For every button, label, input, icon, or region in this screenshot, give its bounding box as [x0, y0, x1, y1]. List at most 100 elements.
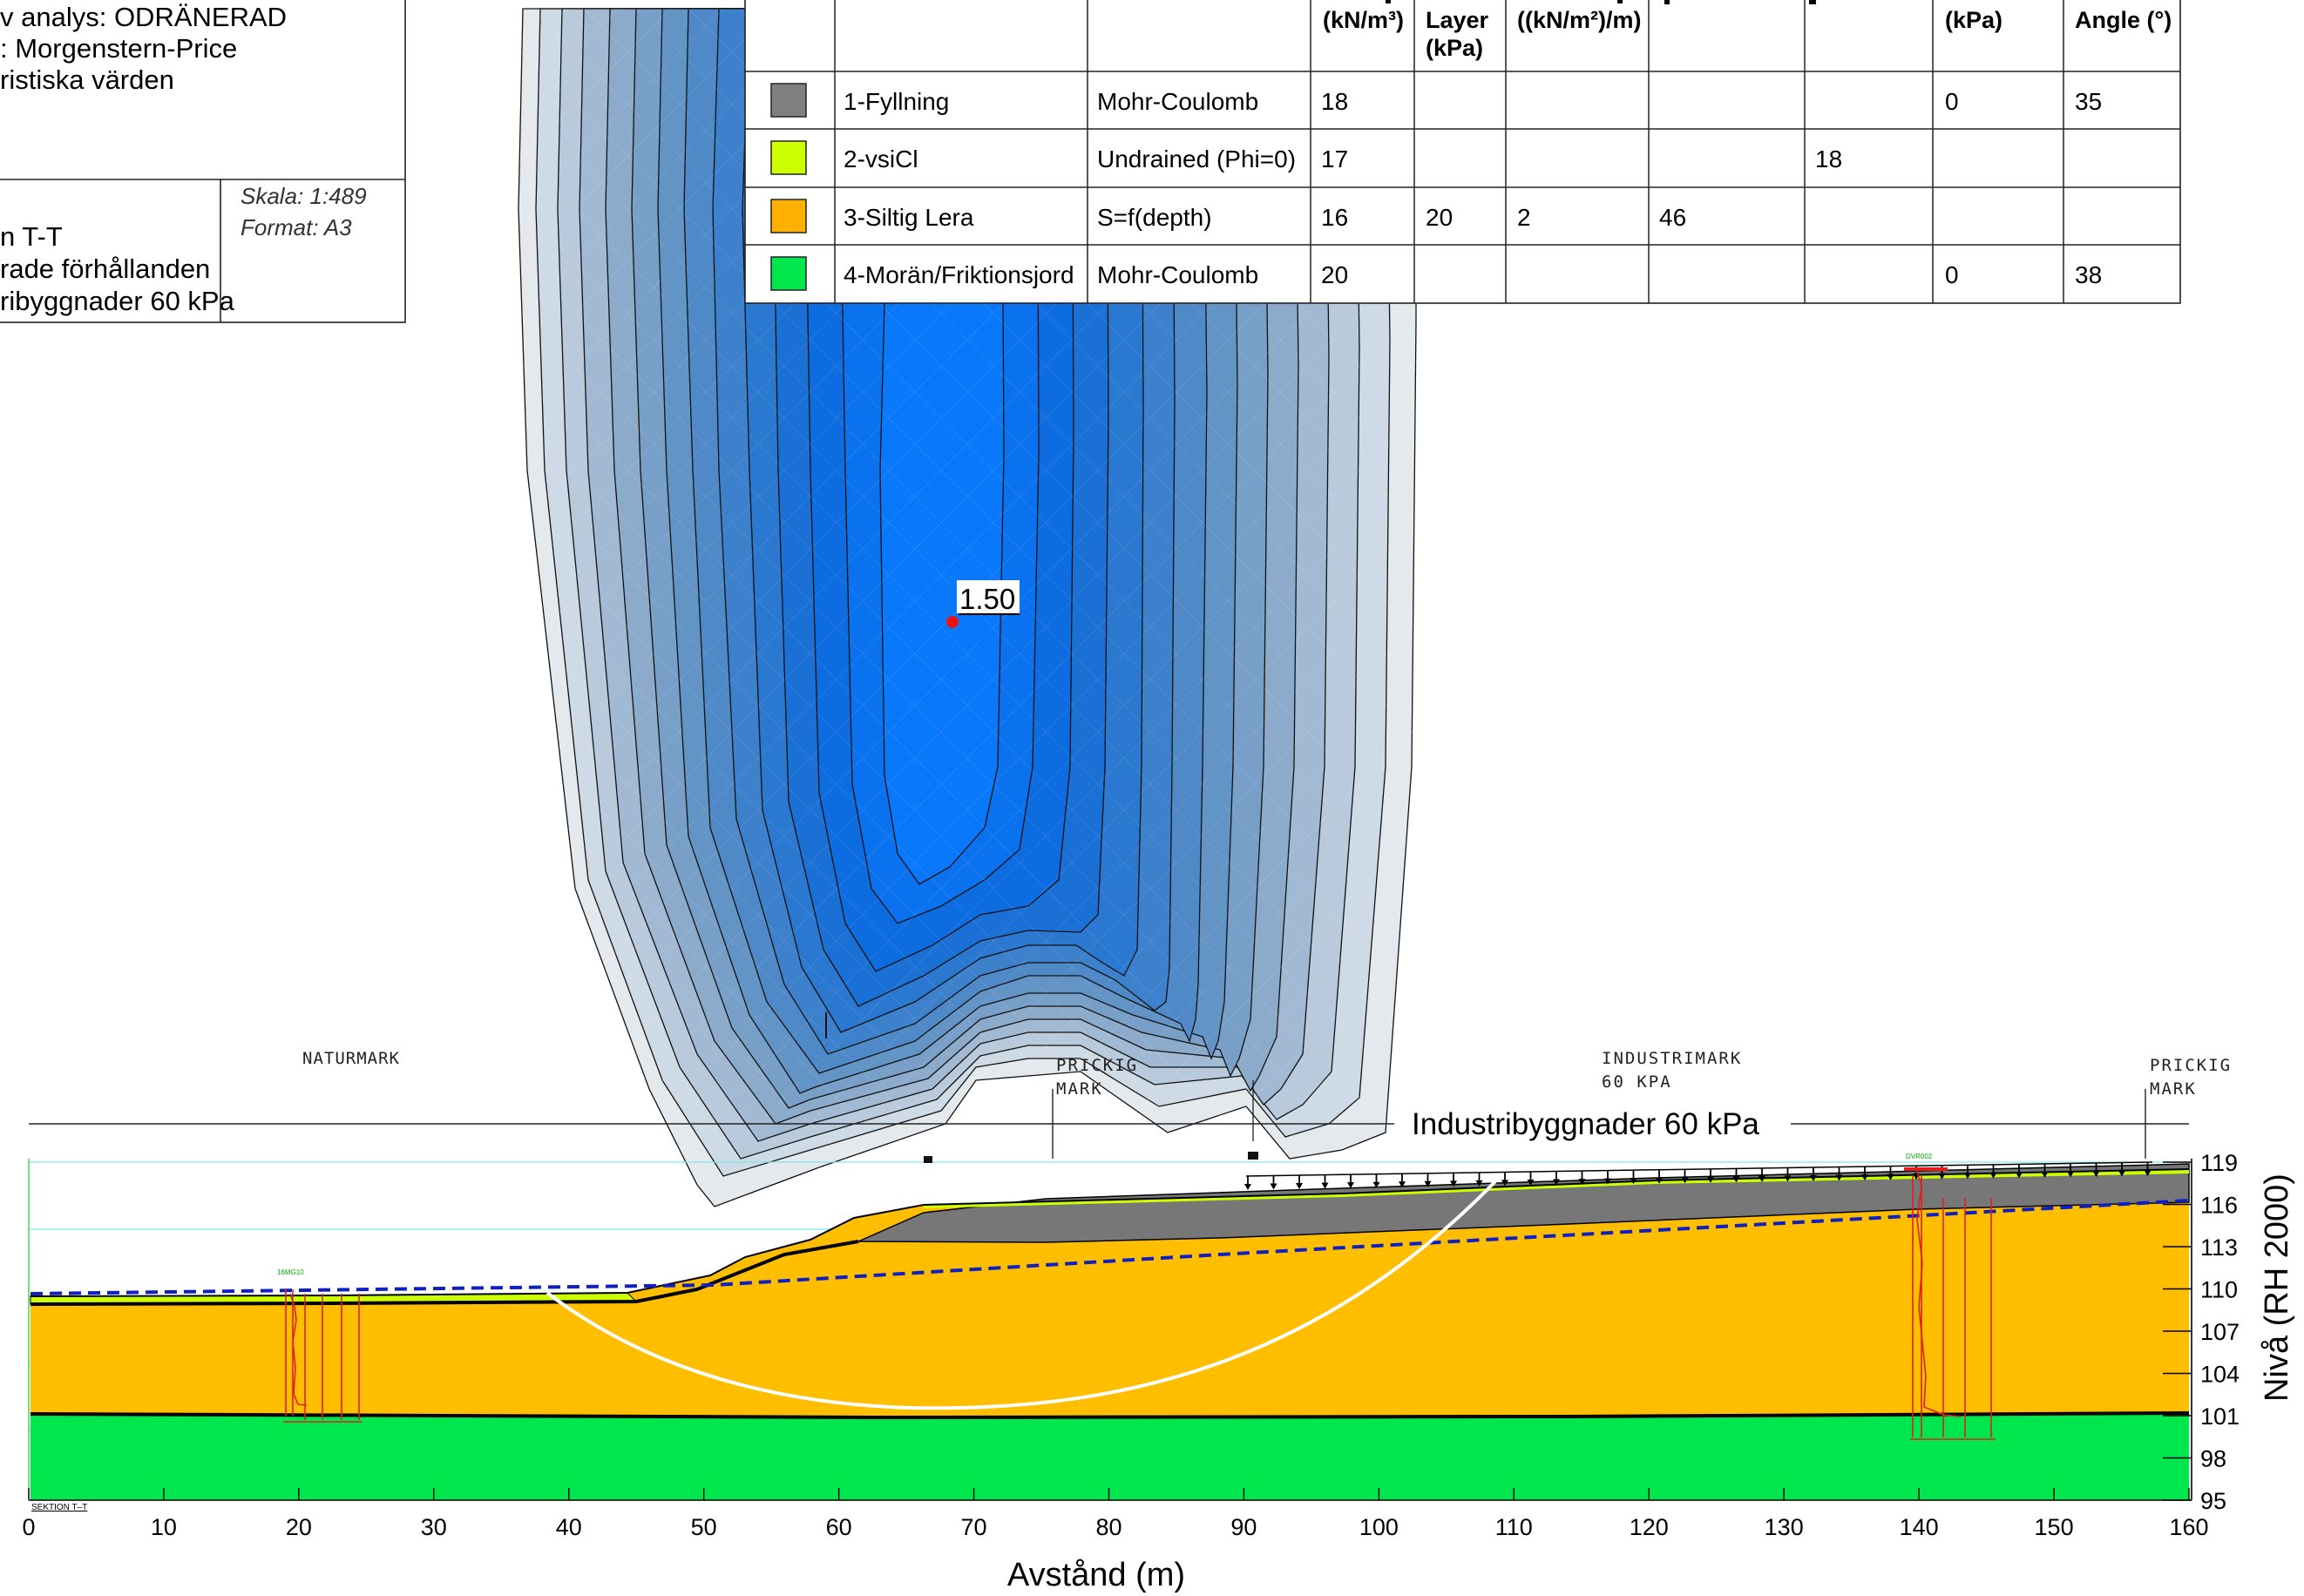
y-tick-label: 101 — [2200, 1403, 2240, 1430]
load-arrow-head — [1604, 1178, 1611, 1185]
load-arrow-head — [1321, 1182, 1329, 1189]
svg-text:DVR002: DVR002 — [1906, 1153, 1933, 1160]
load-arrow-head — [2067, 1171, 2074, 1178]
y-axis-title: Nivå (RH 2000) — [2259, 1173, 2295, 1402]
x-axis-title: Avstånd (m) — [1007, 1557, 1185, 1593]
x-tick-label: 30 — [421, 1514, 447, 1540]
x-tick-label: 150 — [2035, 1514, 2074, 1540]
factor-of-safety-marker: 1.50 — [946, 580, 1020, 628]
material-cell-cu: 18 — [1815, 145, 1842, 172]
x-axis-ticks: 0 10 20 30 40 50 60 70 80 90 100 110 120 130 140 150 160 — [22, 1488, 2209, 1540]
material-cell-phi: 38 — [2075, 261, 2102, 288]
material-cell-model: Undrained (Phi=0) — [1097, 145, 1296, 172]
load-arrow-head — [1835, 1174, 1843, 1181]
prickig-mark-2-line1: PRICKIG — [2150, 1056, 2232, 1075]
analysis-type-line: v analys: ODRÄNERAD — [0, 2, 287, 32]
material-cell-phi: 35 — [2075, 88, 2102, 115]
load-arrow-head — [2016, 1172, 2023, 1179]
drawing-scale: Skala: 1:489 — [241, 183, 367, 209]
load-arrow-head — [1372, 1181, 1380, 1188]
load-arrow-head — [1399, 1181, 1406, 1188]
x-tick-label: 160 — [2169, 1514, 2208, 1540]
analysis-method-line: : Morgenstern-Price — [0, 33, 237, 64]
load-arrows — [1244, 1162, 2152, 1190]
borehole-log-left: 16MG10 — [277, 1268, 362, 1423]
load-arrow-head — [1707, 1176, 1714, 1183]
material-cell-unit-weight: 16 — [1321, 204, 1348, 231]
load-arrow-head — [1681, 1177, 1689, 1184]
load-arrow-head — [1578, 1179, 1586, 1186]
load-arrow-head — [1527, 1179, 1535, 1186]
x-tick-label: 60 — [826, 1514, 852, 1540]
material-cell-name: 3-Siltig Lera — [844, 204, 974, 231]
x-tick-label: 120 — [1630, 1514, 1669, 1540]
y-tick-label: 116 — [2200, 1193, 2238, 1219]
y-tick-label: 107 — [2200, 1319, 2240, 1345]
y-tick-label: 98 — [2200, 1446, 2226, 1472]
x-tick-label: 50 — [691, 1514, 717, 1540]
material-swatch — [770, 140, 807, 175]
surface-load — [1245, 1161, 2153, 1177]
load-arrow-head — [1553, 1179, 1560, 1186]
material-swatch — [770, 83, 807, 118]
analysis-info-box: v analys: ODRÄNERAD : Morgenstern-Price … — [0, 0, 406, 323]
load-arrow-head — [2041, 1171, 2049, 1178]
material-cell-unit-weight: 18 — [1321, 88, 1348, 115]
annotation-lines — [29, 1089, 2189, 1159]
x-tick-label: 90 — [1230, 1514, 1257, 1540]
material-cell-cohesion: 0 — [1945, 88, 1959, 115]
fill-layer — [857, 1163, 2190, 1243]
load-arrow-head — [1475, 1180, 1483, 1187]
slip-center-point — [946, 616, 959, 628]
section-title-line: n T-T — [0, 221, 63, 252]
material-cell-unit-weight: 20 — [1321, 261, 1348, 288]
prickig-mark-1-line2: MARK — [1056, 1079, 1103, 1099]
condition-title-line: rade förhållanden — [0, 254, 210, 284]
y-tick-label: 104 — [2200, 1362, 2240, 1388]
y-tick-label: 95 — [2200, 1488, 2226, 1514]
load-arrow-head — [1630, 1178, 1637, 1185]
material-cell-model: Mohr-Coulomb — [1097, 261, 1258, 288]
material-table: (kN/m³) Layer (kPa) ((kN/m²)/m) (kPa) An… — [744, 0, 2181, 304]
load-arrow-head — [1861, 1174, 1868, 1181]
y-tick-label: 119 — [2200, 1150, 2238, 1176]
naturmark-label: NATURMARK — [302, 1049, 400, 1068]
industrimark-line2: 60 KPA — [1602, 1072, 1672, 1092]
material-cell-name: 2-vsiCl — [844, 145, 918, 172]
x-tick-label: 110 — [1495, 1514, 1533, 1540]
groundwater-line — [30, 1199, 2190, 1295]
material-cell-cmax: 46 — [1659, 204, 1686, 231]
svg-text:16MG10: 16MG10 — [277, 1268, 304, 1276]
header-phi: Angle (°) — [2075, 7, 2172, 33]
x-tick-label: 70 — [961, 1514, 987, 1540]
material-cell-cohesion: 0 — [1945, 261, 1959, 288]
material-cell-model: Mohr-Coulomb — [1097, 88, 1258, 115]
y-axis-ticks: 95 98 101 104 107 110 113 116 119 — [2163, 1150, 2240, 1514]
x-tick-label: 20 — [286, 1514, 312, 1540]
load-arrow-head — [1450, 1180, 1457, 1187]
material-row: 4-Morän/Friktionsjord Mohr-Coulomb 20 0 38 — [770, 256, 2102, 291]
material-row: 2-vsiCl Undrained (Phi=0) 17 18 — [770, 140, 1842, 175]
load-arrow-head — [1810, 1174, 1817, 1181]
industrimark-line1: INDUSTRIMARK — [1602, 1049, 1742, 1068]
material-cell-name: 1-Fyllning — [844, 88, 949, 115]
load-arrow-head — [2144, 1170, 2152, 1177]
x-tick-label: 140 — [1900, 1514, 1939, 1540]
load-arrow-head — [1989, 1172, 1997, 1179]
material-swatch — [770, 199, 807, 233]
material-cell-unit-weight: 17 — [1321, 145, 1348, 172]
y-tick-label: 110 — [2200, 1277, 2238, 1303]
load-arrow-head — [1424, 1180, 1432, 1187]
load-arrow-head — [2092, 1170, 2100, 1177]
load-arrow-head — [1270, 1183, 1277, 1190]
site-annotations: NATURMARK PRICKIG MARK INDUSTRIMARK 60 K… — [31, 1049, 2232, 1512]
borehole-log-right: DVR002 — [1904, 1153, 1996, 1440]
x-tick-label: 0 — [22, 1514, 35, 1540]
critical-slip-surface — [546, 1176, 1501, 1410]
load-arrow-head — [1887, 1173, 1894, 1180]
section-label: SEKTION T–T — [31, 1503, 87, 1512]
header-unit-weight: (kN/m³) — [1323, 7, 1404, 33]
x-tick-label: 100 — [1359, 1514, 1399, 1540]
prickig-mark-2-line2: MARK — [2150, 1079, 2197, 1099]
